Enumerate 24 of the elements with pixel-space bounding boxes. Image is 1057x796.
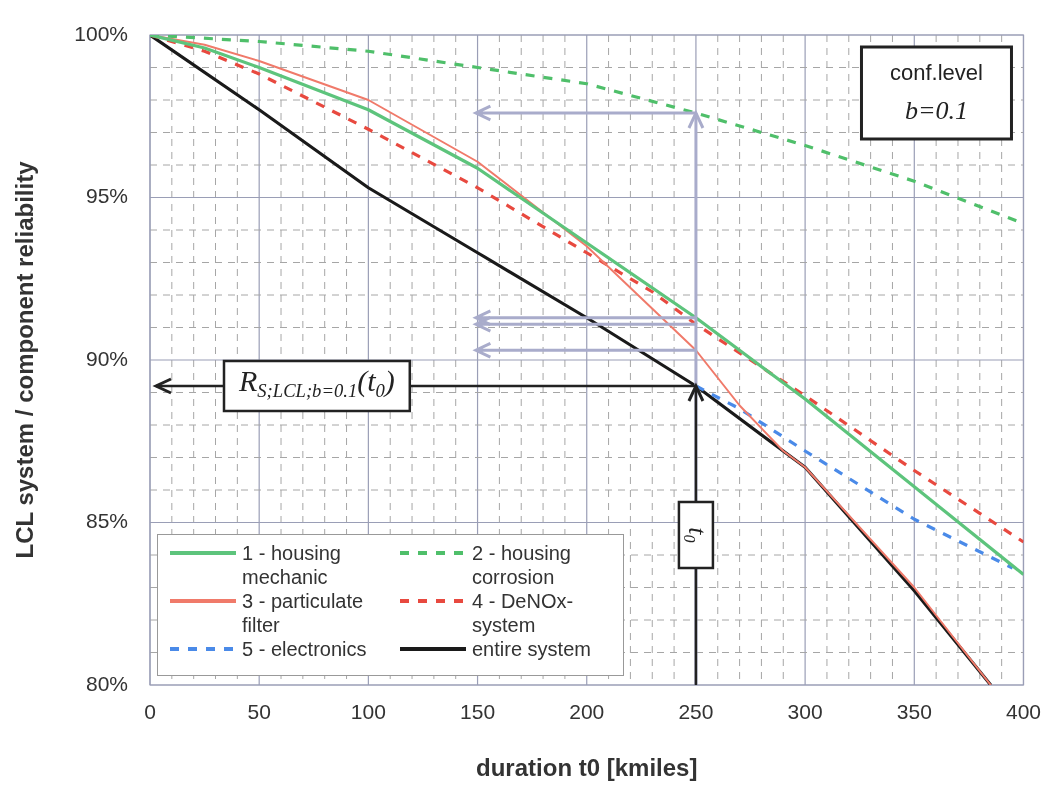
y-tick-label: 100% <box>74 21 128 45</box>
x-tick-label: 350 <box>896 700 932 724</box>
x-tick-label: 150 <box>460 700 496 724</box>
annotation: b=0.1 <box>904 95 968 125</box>
x-tick-label: 400 <box>1005 700 1041 724</box>
legend-label: entire system <box>472 637 592 661</box>
x-tick-label: 100 <box>350 700 386 724</box>
legend-label: 1 - housing mechanic <box>242 541 342 589</box>
ref-line-label: t0 <box>680 527 713 543</box>
y-axis-title: LCL system / component reliability <box>11 160 39 559</box>
y-tick-label: 80% <box>85 671 128 695</box>
y-tick-label: 85% <box>85 509 128 533</box>
y-tick-label: 90% <box>85 346 128 370</box>
legend-label: 2 - housing corrosion <box>472 541 572 589</box>
y-tick-label: 95% <box>85 184 128 208</box>
annotation: conf.level <box>890 60 983 86</box>
x-tick-label: 300 <box>787 700 823 724</box>
x-tick-label: 200 <box>569 700 605 724</box>
legend-label: 3 - particulate filter <box>242 589 365 637</box>
x-tick-label: 50 <box>247 700 271 724</box>
x-tick-label: 0 <box>144 700 156 724</box>
x-tick-label: 250 <box>678 700 714 724</box>
legend-label: 5 - electronics <box>242 637 368 661</box>
x-axis-title: duration t0 [kmiles] <box>476 754 698 782</box>
